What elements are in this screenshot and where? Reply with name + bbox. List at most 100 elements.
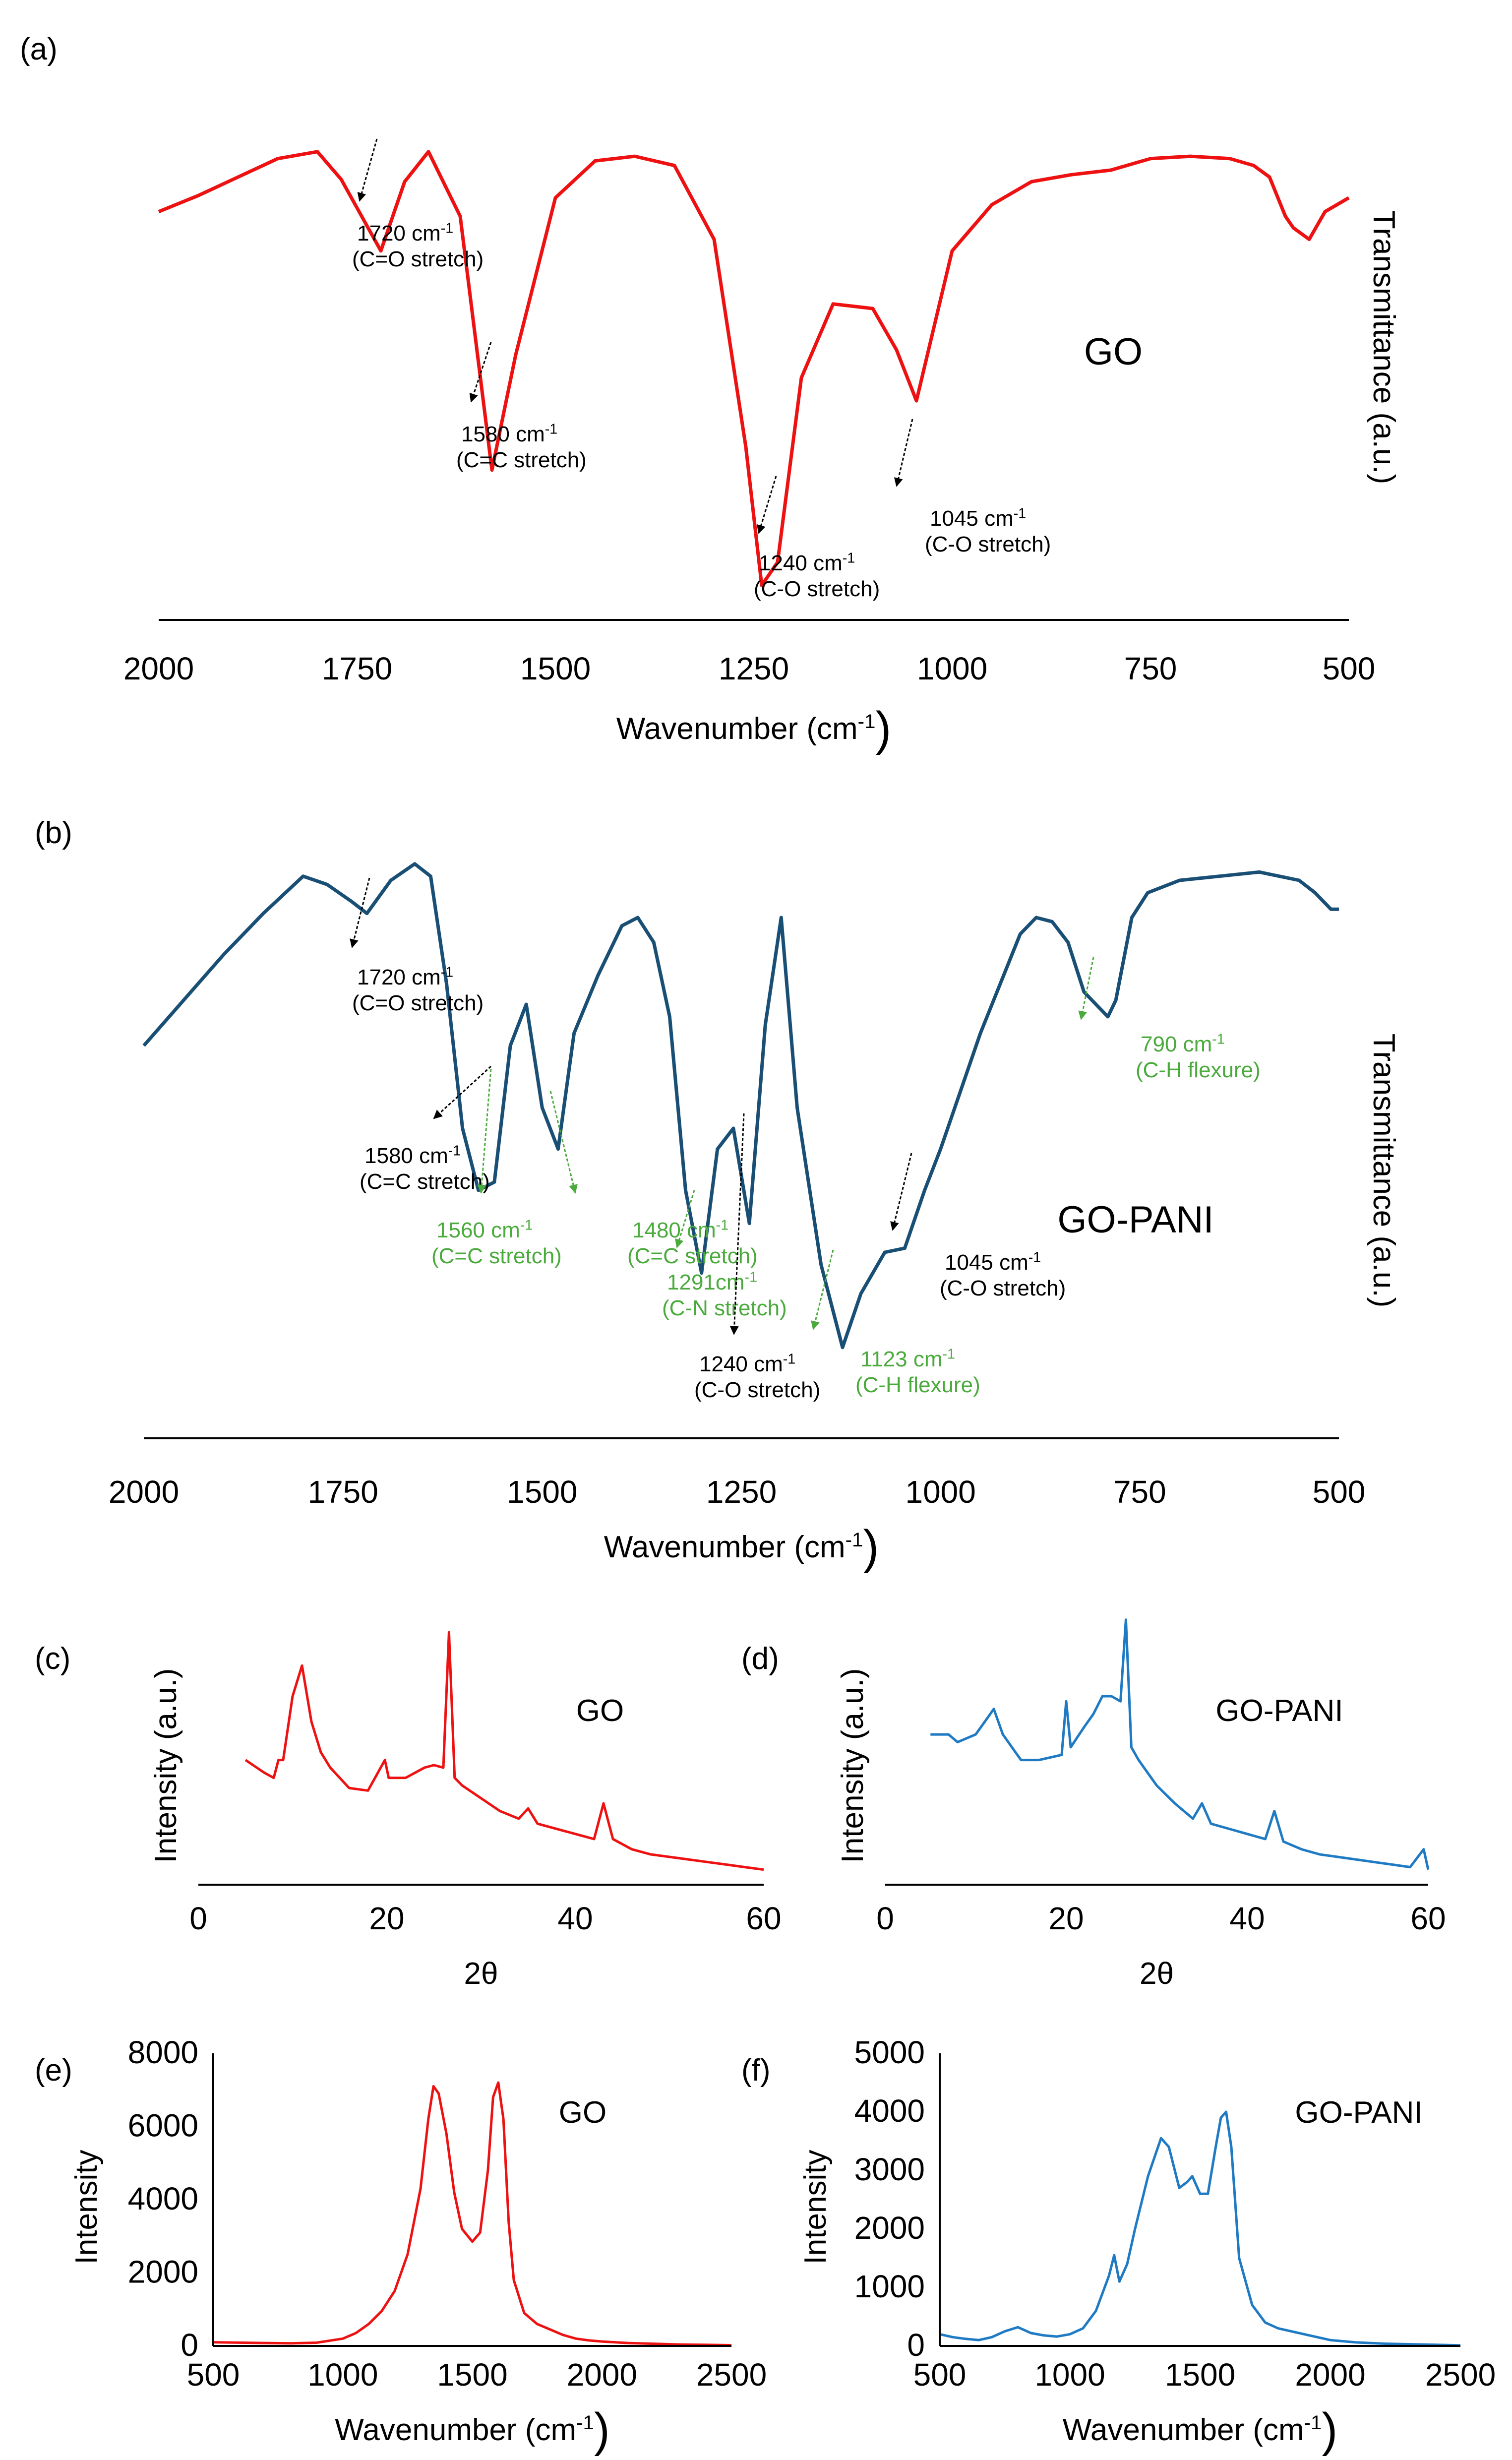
series-line [213, 2081, 732, 2346]
x-tick-label: 1000 [917, 651, 987, 686]
series-line [158, 150, 1350, 587]
annotation-label-line2: (C-O stretch) [925, 532, 1051, 556]
annotation-arrow [890, 1153, 912, 1231]
panel-label: (a) [20, 32, 58, 66]
x-tick-label: 1500 [507, 1474, 577, 1510]
x-tick-label: 40 [1229, 1901, 1265, 1936]
panel-b: (b) 2000 1750 1500 1250 1000 750 500 Wavenumber … [35, 816, 1401, 1574]
annotation-label-line2: (C-H flexure) [855, 1373, 980, 1397]
x-tick-label: 2000 [123, 651, 194, 686]
x-axis-title: Wavenumber (cm-1) [604, 1521, 879, 1574]
annotation-arrow [757, 476, 777, 534]
annotation-label-line2: (C-H flexure) [1136, 1058, 1261, 1082]
panel-label: (d) [741, 1642, 779, 1676]
annotation-label: 1720 cm-1 [357, 964, 453, 989]
annotation-label: 790 cm-1 [1141, 1031, 1225, 1056]
x-tick-label: 2000 [567, 2357, 637, 2393]
panel-f: (f) 0 1000 2000 3000 4000 5000 500 1000 1500 2000 2… [741, 2034, 1496, 2457]
annotation-arrow [433, 1065, 492, 1119]
annotation-arrow [894, 419, 913, 487]
x-tick-label: 2000 [109, 1474, 179, 1510]
x-axis-title: Wavenumber (cm-1) [1063, 2404, 1338, 2457]
annotation-label-line2: (C=O stretch) [352, 991, 484, 1015]
x-tick-label: 2500 [1425, 2357, 1496, 2393]
y-tick-label: 6000 [128, 2108, 198, 2144]
annotation-arrow [469, 342, 492, 403]
x-axis-title: Wavenumber (cm-1) [616, 703, 892, 755]
annotation-label: 1240 cm-1 [699, 1351, 795, 1376]
x-tick-label: 1500 [1165, 2357, 1235, 2393]
y-tick-label: 0 [181, 2327, 198, 2363]
x-tick-label: 750 [1113, 1474, 1166, 1510]
y-tick-label: 0 [907, 2327, 925, 2363]
sample-label: GO [1084, 331, 1143, 373]
annotation-arrow [549, 1091, 578, 1194]
x-tick-label: 60 [1410, 1901, 1446, 1936]
y-tick-label: 2000 [854, 2210, 925, 2246]
y-tick-label: 4000 [854, 2093, 925, 2129]
annotation-label-line2: (C-N stretch) [662, 1296, 787, 1320]
x-tick-label: 750 [1124, 651, 1177, 686]
y-axis-title: Intensity (a.u.) [836, 1668, 870, 1863]
x-tick-label: 2000 [1295, 2357, 1365, 2393]
y-axis-title: Transmittance (a.u.) [1367, 210, 1401, 484]
sample-label: GO-PANI [1295, 2095, 1422, 2130]
annotation-label: 1580 cm-1 [461, 421, 557, 446]
panel-label: (f) [741, 2053, 771, 2088]
series-line [930, 1618, 1430, 1870]
x-tick-label: 1250 [706, 1474, 777, 1510]
y-tick-label: 5000 [854, 2034, 925, 2070]
annotation-arrow [675, 1190, 695, 1248]
x-tick-label: 1500 [520, 651, 591, 686]
annotation-label: 1480 cm-1 [632, 1217, 728, 1242]
annotation-label: 1580 cm-1 [364, 1143, 461, 1168]
sample-label: GO-PANI [1215, 1694, 1343, 1728]
y-axis-title: Intensity (a.u.) [149, 1668, 183, 1863]
y-axis-title: Intensity [798, 2150, 833, 2265]
annotation-label: 1291cm-1 [667, 1269, 757, 1294]
panel-c: (c) 0 20 40 60 2θ Intensity (a.u.) GO [35, 1631, 782, 1991]
annotation-label-line2: (C-O stretch) [694, 1378, 820, 1402]
sample-label: GO-PANI [1057, 1199, 1213, 1241]
annotation-arrow [811, 1249, 834, 1330]
y-axis-title: Transmittance (a.u.) [1367, 1034, 1401, 1307]
figure-panels: (a)2000 1750 1500 1250 1000 750 500Wavenumber … [20, 32, 1496, 2457]
y-tick-label: 8000 [128, 2034, 198, 2070]
x-tick-label: 500 [1323, 651, 1376, 686]
annotation-arrow [357, 138, 378, 202]
sample-label: GO [559, 2095, 606, 2130]
x-tick-label: 500 [187, 2357, 240, 2393]
x-tick-label: 500 [1313, 1474, 1366, 1510]
x-tick-label: 1000 [1034, 2357, 1105, 2393]
x-axis-title: 2θ [464, 1957, 498, 1991]
annotation-label-line2: (C=C stretch) [627, 1244, 758, 1268]
annotation-arrow [477, 1068, 492, 1194]
x-axis-title: 2θ [1140, 1957, 1174, 1991]
y-tick-label: 3000 [854, 2152, 925, 2187]
x-tick-label: 20 [369, 1901, 404, 1936]
x-tick-label: 500 [913, 2357, 967, 2393]
y-axis-title: Intensity [69, 2150, 104, 2265]
y-tick-label: 2000 [128, 2254, 198, 2290]
x-tick-label: 1750 [322, 651, 392, 686]
annotation-label: 1045 cm-1 [930, 505, 1026, 531]
x-tick-label: 40 [557, 1901, 593, 1936]
annotation-arrow [729, 1113, 745, 1335]
annotation-label: 1560 cm-1 [436, 1217, 533, 1242]
panel-label: (e) [35, 2053, 72, 2088]
x-tick-label: 60 [746, 1901, 781, 1936]
annotation-label-line2: (C=O stretch) [352, 247, 484, 271]
y-tick-label: 1000 [854, 2269, 925, 2304]
panel-e: (e) 0 2000 4000 6000 8000 500 1000 1500 2000 2500 W… [35, 2034, 767, 2457]
x-tick-label: 20 [1048, 1901, 1084, 1936]
x-tick-label: 0 [189, 1901, 207, 1936]
annotation-label: 1240 cm-1 [759, 550, 855, 575]
series-line [939, 2110, 1461, 2347]
x-tick-label: 2500 [696, 2357, 767, 2393]
panel-a: (a) 2000 1750 1500 1250 1000 750 500 Wavenumber … [20, 32, 1401, 755]
panel-label: (c) [35, 1642, 70, 1676]
x-tick-label: 1000 [307, 2357, 378, 2393]
x-axis-title: Wavenumber (cm-1) [335, 2404, 610, 2457]
x-tick-label: 1750 [307, 1474, 378, 1510]
